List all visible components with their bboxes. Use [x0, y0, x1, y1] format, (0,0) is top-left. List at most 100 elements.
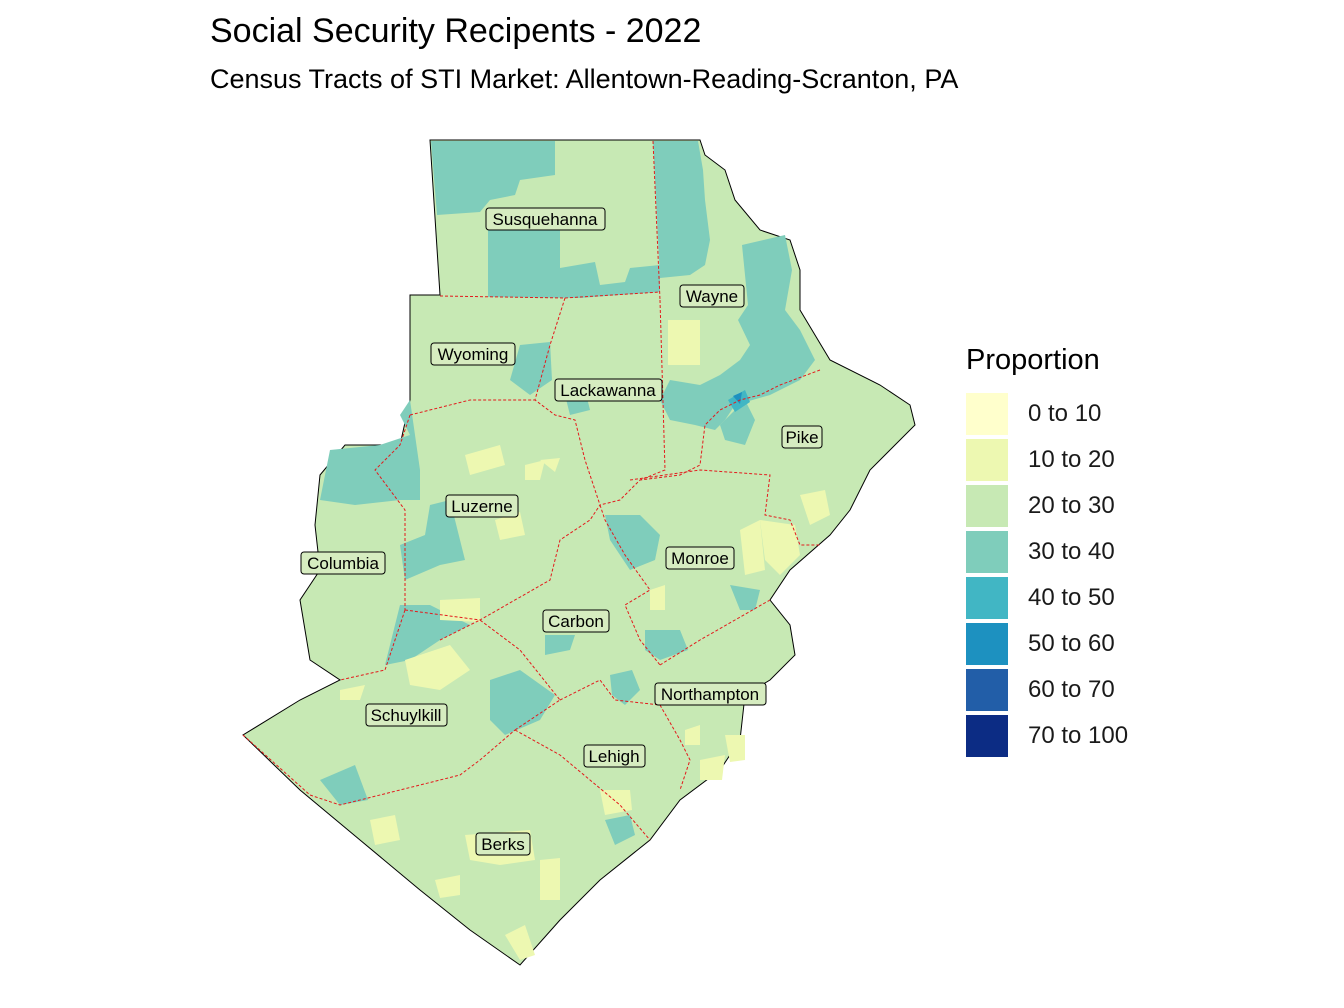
legend-item: 50 to 60 — [966, 621, 1128, 667]
legend-swatch — [966, 531, 1008, 573]
legend-label: 60 to 70 — [1028, 676, 1115, 703]
tract-luzerne-s — [440, 598, 480, 622]
tract-lehigh-ne — [685, 725, 700, 745]
label-pike: Pike — [781, 425, 823, 449]
tract-schuylkill-sw — [320, 765, 368, 805]
legend-swatch — [966, 623, 1008, 665]
border-schuylkill-berks — [242, 729, 516, 806]
tract-luzerne-c — [495, 512, 525, 540]
legend-label: 70 to 100 — [1028, 722, 1129, 749]
label-text-berks: Berks — [481, 835, 524, 854]
label-wyoming: Wyoming — [430, 342, 516, 366]
border-schuylkill-carbon — [439, 619, 561, 701]
tract-monroe-se — [730, 585, 760, 610]
label-schuylkill: Schuylkill — [365, 703, 448, 727]
tract-schuylkill-w — [340, 685, 365, 700]
label-text-lehigh: Lehigh — [588, 747, 639, 766]
border-wyoming-luzerne — [409, 399, 535, 416]
label-luzerne: Luzerne — [445, 494, 519, 518]
legend-swatch — [966, 715, 1008, 757]
label-text-carbon: Carbon — [548, 612, 604, 631]
tract-monroe-c — [740, 520, 765, 575]
tract-wayne-c — [668, 320, 700, 365]
tract-monroe-s — [645, 630, 688, 660]
border-luzerne-carbon — [404, 504, 601, 621]
tract-wayne-e — [660, 235, 815, 430]
label-text-schuylkill: Schuylkill — [371, 706, 442, 725]
border-susquehanna-wayne — [652, 140, 661, 301]
tract-susquehanna-nw — [431, 141, 555, 215]
legend-item: 20 to 30 — [966, 483, 1128, 529]
tract-berks-e — [605, 815, 635, 845]
tract-luzerne-ne3 — [540, 458, 560, 472]
border-luzerne-columbia — [374, 414, 411, 610]
tract-monroe-nw — [605, 515, 660, 570]
tract-luzerne-mid — [400, 500, 465, 580]
legend-label: 20 to 30 — [1028, 492, 1115, 519]
tract-berks-w — [435, 875, 460, 898]
tract-wayne-n — [653, 141, 710, 278]
tract-luzerne-w — [320, 400, 420, 505]
label-text-wyoming: Wyoming — [438, 345, 509, 364]
border-columbia-schuylkill — [339, 609, 406, 681]
tract-lehigh-s — [600, 790, 632, 815]
label-wayne: Wayne — [679, 284, 745, 308]
label-lehigh: Lehigh — [583, 744, 646, 768]
tract-schuylkill-n — [405, 645, 470, 690]
label-berks: Berks — [475, 832, 531, 856]
tract-lehigh-n — [610, 670, 640, 705]
legend-title: Proportion — [966, 344, 1100, 376]
legend-label: 0 to 10 — [1028, 400, 1102, 427]
legend-rows: 0 to 10 10 to 20 20 to 30 30 to 40 40 to 50 5… — [966, 391, 1128, 759]
border-lehigh-northampton — [559, 679, 691, 791]
border-pike-monroe — [629, 469, 820, 546]
tract-wyoming-e — [510, 342, 552, 395]
tract-pike-s — [800, 490, 830, 525]
label-text-susquehanna: Susquehanna — [493, 210, 598, 229]
label-susquehanna: Susquehanna — [485, 207, 606, 231]
tract-berks-n — [370, 815, 400, 845]
label-text-columbia: Columbia — [307, 554, 379, 573]
legend-item: 0 to 10 — [966, 391, 1128, 437]
border-berks-lehigh — [514, 729, 651, 841]
map-title: Social Security Recipents - 2022 — [210, 12, 702, 50]
tract-northampton-s — [700, 755, 725, 780]
border-carbon-lehigh — [514, 699, 561, 731]
label-text-lackawanna: Lackawanna — [560, 381, 656, 400]
legend-label: 50 to 60 — [1028, 630, 1115, 657]
tract-pike-corner — [720, 400, 755, 445]
tract-monroe-ne — [760, 520, 800, 575]
tract-northampton-se — [725, 735, 745, 762]
legend-label: 40 to 50 — [1028, 584, 1115, 611]
legend-item: 70 to 100 — [966, 713, 1128, 759]
tract-berks-c2 — [540, 858, 560, 900]
legend-item: 10 to 20 — [966, 437, 1128, 483]
tract-carbon-sw — [490, 670, 555, 735]
label-text-northampton: Northampton — [661, 685, 759, 704]
label-carbon: Carbon — [542, 609, 610, 633]
border-wayne-pike — [639, 369, 821, 481]
county-labels: Susquehanna Wayne Wyoming Lackawanna Pik… — [300, 207, 823, 856]
label-columbia: Columbia — [300, 551, 386, 575]
map-subtitle: Census Tracts of STI Market: Allentown-R… — [210, 64, 959, 94]
tract-carbon-e — [650, 585, 665, 610]
border-monroe-northampton — [659, 599, 771, 666]
legend: Proportion 0 to 10 10 to 20 20 to 30 30 to … — [966, 344, 1128, 759]
label-text-luzerne: Luzerne — [451, 497, 512, 516]
border-carbon-monroe — [599, 504, 661, 666]
legend-item: 30 to 40 — [966, 529, 1128, 575]
label-lackawanna: Lackawanna — [554, 378, 663, 402]
label-monroe: Monroe — [665, 546, 735, 570]
legend-item: 60 to 70 — [966, 667, 1128, 713]
label-text-pike: Pike — [785, 428, 818, 447]
legend-swatch — [966, 669, 1008, 711]
label-text-wayne: Wayne — [686, 287, 738, 306]
legend-swatch — [966, 439, 1008, 481]
tract-carbon-c — [545, 635, 575, 655]
legend-item: 40 to 50 — [966, 575, 1128, 621]
legend-swatch — [966, 393, 1008, 435]
legend-label: 30 to 40 — [1028, 538, 1115, 565]
tract-luzerne-ne2 — [525, 460, 545, 480]
